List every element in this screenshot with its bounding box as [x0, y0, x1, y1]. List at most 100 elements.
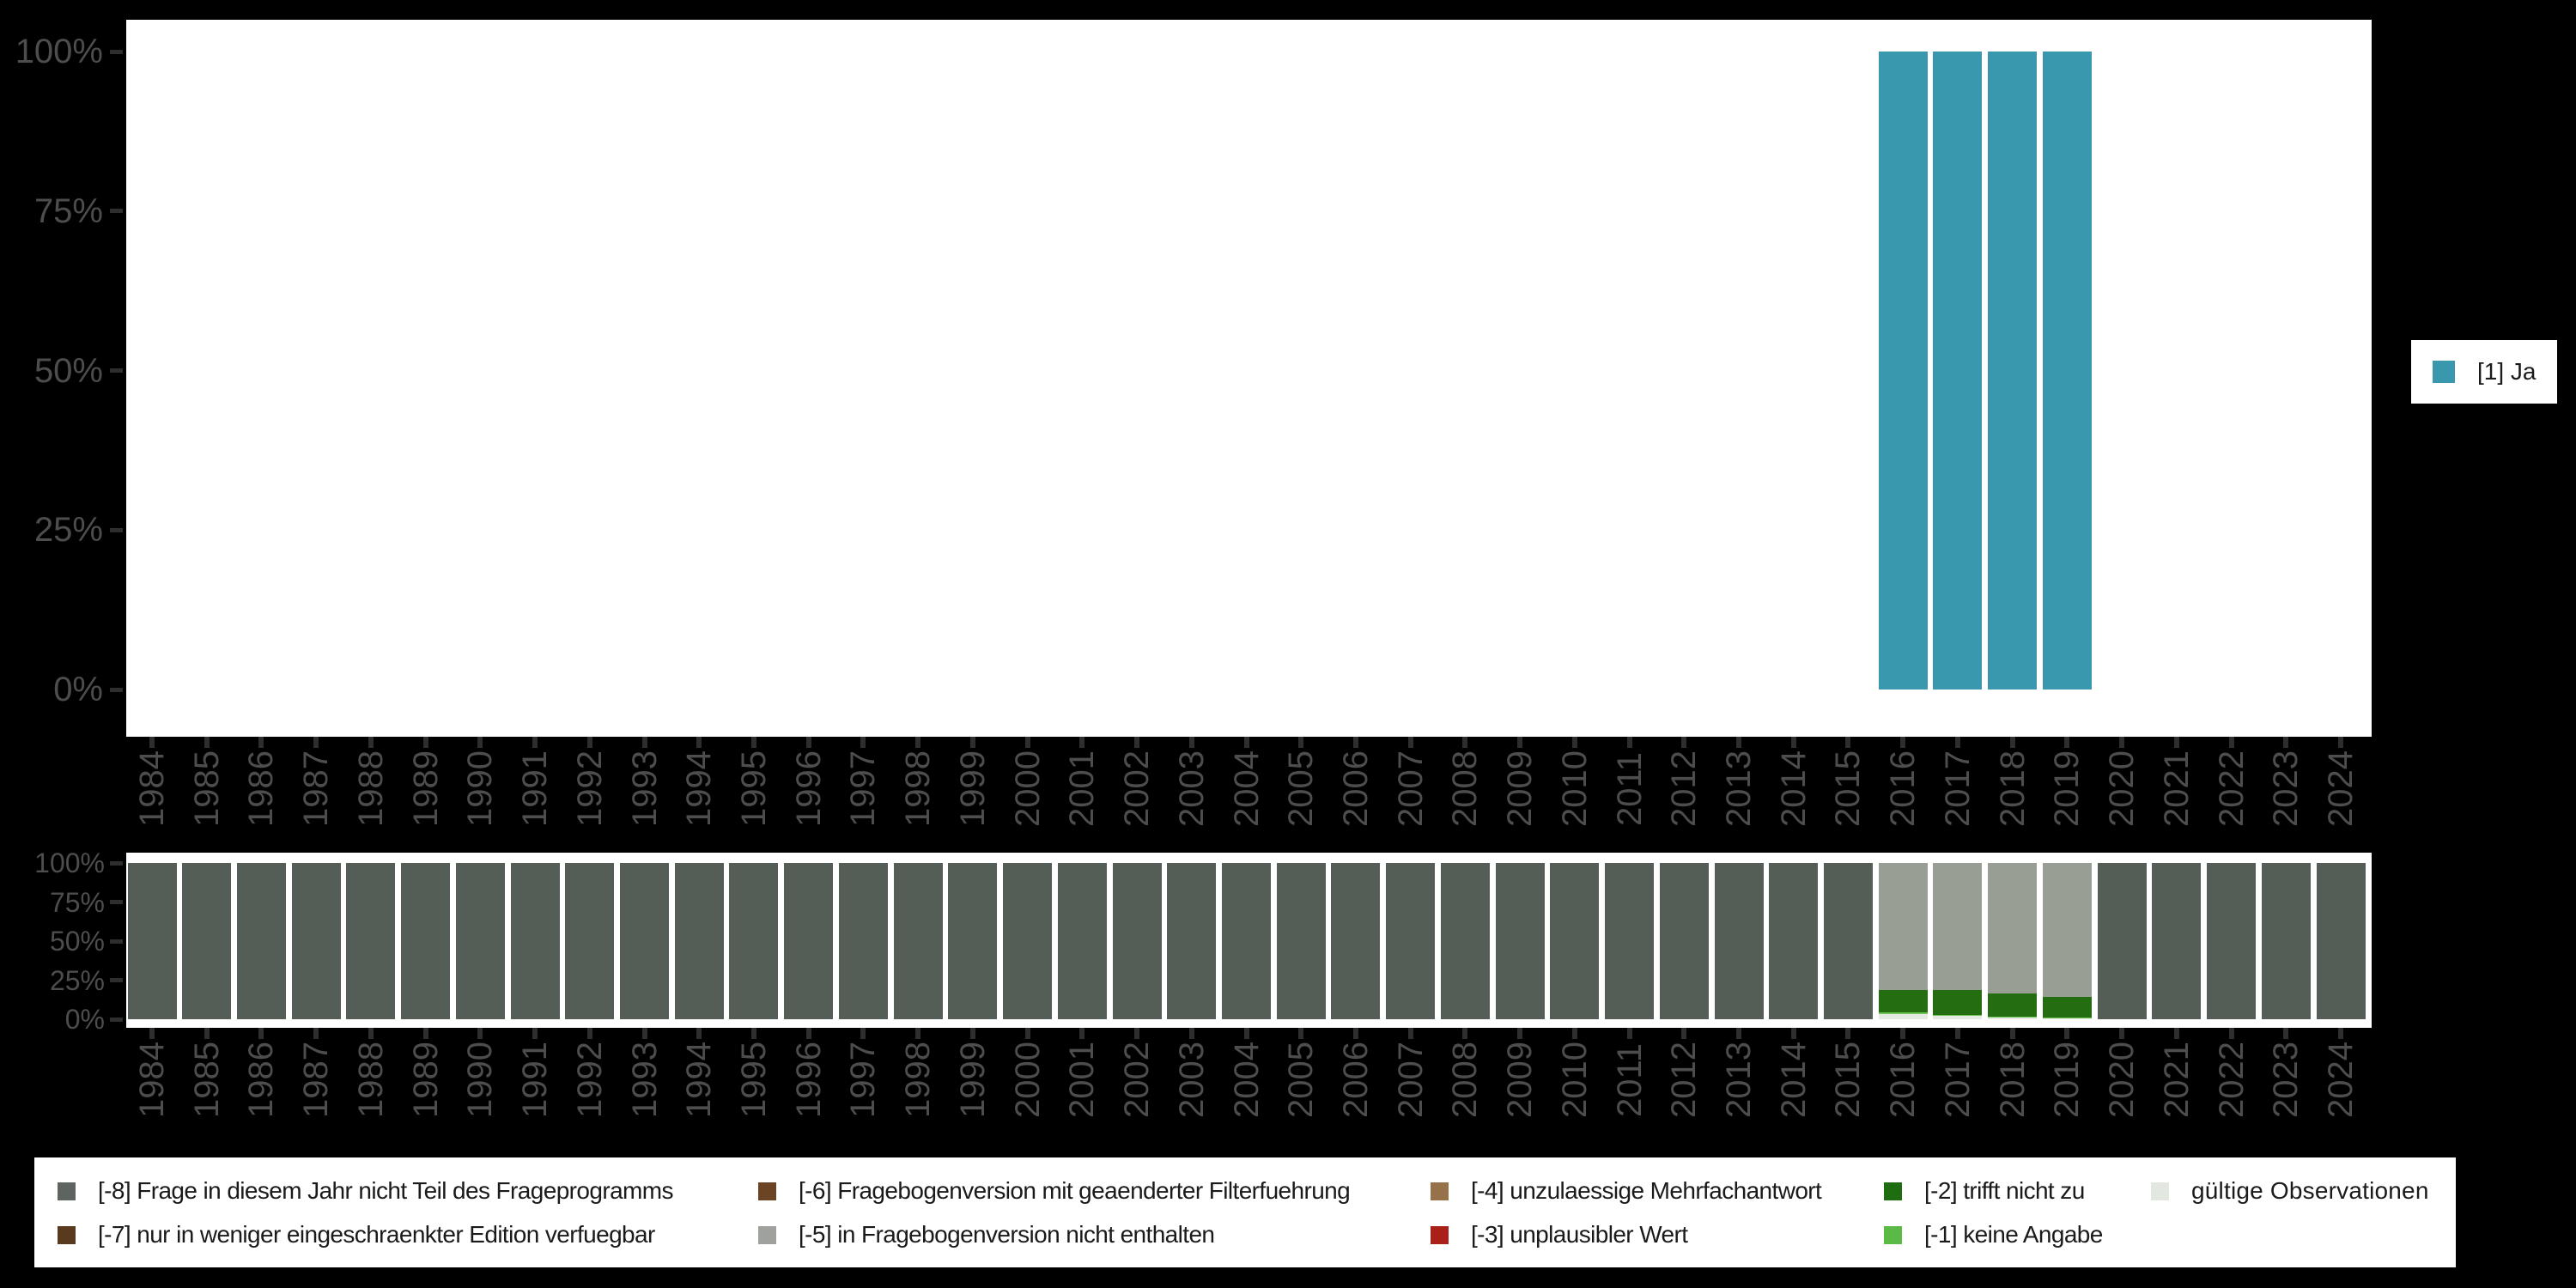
x-axis-year-label: 2000	[1008, 750, 1047, 828]
x-axis-tick-mark	[149, 737, 155, 748]
bar-segment	[1331, 863, 1381, 1019]
x-axis-tick-mark	[1188, 1028, 1194, 1039]
x-axis-year-label: 2019	[2048, 750, 2087, 828]
legend-swatch	[58, 1225, 76, 1244]
x-axis-tick-mark	[368, 1028, 374, 1039]
x-axis-year-label: 2003	[1172, 750, 1211, 828]
x-axis-tick-mark	[696, 1028, 702, 1039]
bar-segment	[291, 863, 341, 1019]
x-axis-year-label: 2016	[1884, 1042, 1923, 1119]
bar-segment	[1714, 863, 1764, 1019]
x-axis-tick-mark	[2119, 1028, 2125, 1039]
x-axis-year-label: 2001	[1063, 750, 1102, 828]
x-axis-year-label: 2002	[1118, 1042, 1157, 1119]
y-axis-tick-mark	[110, 527, 123, 532]
x-axis-tick-mark	[1681, 1028, 1687, 1039]
x-axis-tick-mark	[586, 1028, 592, 1039]
y-axis-tick-label: 25%	[49, 964, 105, 996]
x-axis-tick-mark	[149, 1028, 155, 1039]
x-axis-tick-mark	[532, 1028, 538, 1039]
x-axis-tick-mark	[805, 1028, 811, 1039]
x-axis-tick-mark	[2009, 737, 2015, 748]
x-axis-year-label: 1996	[789, 750, 828, 828]
legend-entry-label: [-8] Frage in diesem Jahr nicht Teil des…	[98, 1177, 673, 1204]
x-axis-year-label: 2017	[1938, 1042, 1977, 1119]
bar-segment	[1933, 1016, 1983, 1019]
bar-segment	[510, 863, 560, 1019]
x-axis-tick-mark	[1571, 737, 1577, 748]
x-axis-tick-mark	[1900, 737, 1906, 748]
x-axis-year-label: 2006	[1336, 1042, 1375, 1119]
x-axis-tick-mark	[1188, 737, 1194, 748]
y-axis-tick-mark	[110, 978, 123, 982]
legend-entry: [-5] in Fragebogenversion nicht enthalte…	[758, 1221, 1215, 1248]
x-axis-year-label: 1991	[516, 1042, 555, 1119]
x-axis-tick-mark	[2338, 1028, 2343, 1039]
legend-entry-label: [-5] in Fragebogenversion nicht enthalte…	[799, 1221, 1215, 1248]
legend-swatch	[58, 1182, 76, 1200]
legend-swatch	[758, 1225, 776, 1244]
x-axis-year-label: 1993	[625, 1042, 664, 1119]
x-axis-year-label: 1998	[899, 1042, 938, 1119]
bar-segment	[1988, 1017, 2038, 1019]
bar-segment	[2042, 1018, 2092, 1019]
x-axis-tick-mark	[641, 1028, 647, 1039]
bar-segment	[1988, 993, 2038, 1017]
x-axis-tick-mark	[1517, 737, 1523, 748]
bar-segment	[2042, 52, 2092, 690]
x-axis-year-label: 2004	[1227, 1042, 1266, 1119]
y-axis-tick-label: 100%	[34, 848, 105, 878]
x-axis-tick-mark	[586, 737, 592, 748]
bar-segment	[1878, 990, 1928, 1012]
x-axis-year-label: 2021	[2157, 750, 2196, 828]
x-axis-tick-mark	[2064, 1028, 2070, 1039]
x-axis-year-label: 2017	[1938, 750, 1977, 828]
x-axis-year-label: 2014	[1774, 750, 1813, 828]
x-axis-tick-mark	[805, 737, 811, 748]
x-axis-year-label: 2006	[1336, 750, 1375, 828]
x-axis-tick-mark	[2173, 1028, 2179, 1039]
bar-segment	[2316, 863, 2366, 1019]
x-axis-tick-mark	[1626, 737, 1632, 748]
x-axis-year-label: 2009	[1501, 750, 1540, 828]
bar-segment	[948, 863, 998, 1019]
y-axis-tick-label: 50%	[33, 351, 103, 390]
bar-segment	[893, 863, 943, 1019]
legend-entry-label: [-7] nur in weniger eingeschraenkter Edi…	[98, 1221, 655, 1248]
bar-segment	[1659, 863, 1709, 1019]
legend-swatch	[1431, 1182, 1449, 1200]
x-axis-year-label: 2022	[2212, 750, 2251, 828]
x-axis-tick-mark	[2228, 1028, 2234, 1039]
legend-entry-label: gültige Observationen	[2191, 1177, 2429, 1204]
bar-segment	[1495, 863, 1545, 1019]
x-axis-year-label: 2001	[1063, 1042, 1102, 1119]
bar-segment	[401, 863, 451, 1019]
x-axis-year-label: 1994	[680, 750, 719, 828]
y-axis-tick-label: 0%	[64, 1004, 105, 1035]
y-axis-tick-label: 75%	[33, 191, 103, 230]
y-axis-tick-mark	[110, 939, 123, 944]
x-axis-tick-mark	[1900, 1028, 1906, 1039]
x-axis-tick-mark	[1024, 1028, 1030, 1039]
x-axis-tick-mark	[1571, 1028, 1577, 1039]
x-axis-year-label: 1994	[680, 1042, 719, 1119]
x-axis-year-label: 2012	[1665, 1042, 1704, 1119]
y-axis-tick-mark	[110, 687, 123, 692]
bar-segment	[1988, 1016, 2038, 1018]
x-axis-year-label: 2011	[1610, 1043, 1649, 1118]
x-axis-year-label: 2012	[1665, 750, 1704, 828]
x-axis-tick-mark	[1298, 737, 1304, 748]
bar-segment	[1823, 863, 1873, 1019]
x-axis-tick-mark	[2338, 737, 2343, 748]
legend-swatch-ja	[2433, 361, 2455, 383]
x-axis-tick-mark	[1790, 737, 1796, 748]
x-axis-year-label: 2009	[1501, 1042, 1540, 1119]
x-axis-year-label: 2005	[1282, 750, 1321, 828]
x-axis-tick-mark	[2009, 1028, 2015, 1039]
legend-entry-label: [-6] Fragebogenversion mit geaenderter F…	[799, 1177, 1351, 1204]
x-axis-year-label: 2013	[1720, 750, 1759, 828]
x-axis-tick-mark	[915, 1028, 921, 1039]
x-axis-year-label: 1984	[133, 750, 171, 828]
x-axis-tick-mark	[1517, 1028, 1523, 1039]
